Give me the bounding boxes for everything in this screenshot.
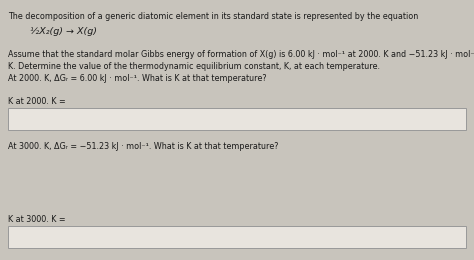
Text: The decomposition of a generic diatomic element in its standard state is represe: The decomposition of a generic diatomic … xyxy=(8,12,418,21)
Text: K at 2000. K =: K at 2000. K = xyxy=(8,97,66,106)
Text: At 3000. K, ΔGᵣ = −51.23 kJ · mol⁻¹. What is K at that temperature?: At 3000. K, ΔGᵣ = −51.23 kJ · mol⁻¹. Wha… xyxy=(8,142,279,151)
Text: At 2000. K, ΔGᵣ = 6.00 kJ · mol⁻¹. What is K at that temperature?: At 2000. K, ΔGᵣ = 6.00 kJ · mol⁻¹. What … xyxy=(8,74,266,83)
Text: Assume that the standard molar Gibbs energy of formation of X(g) is 6.00 kJ · mo: Assume that the standard molar Gibbs ene… xyxy=(8,50,474,59)
FancyBboxPatch shape xyxy=(8,108,466,130)
Text: ½X₂(g) → X(g): ½X₂(g) → X(g) xyxy=(30,27,97,36)
Text: K at 3000. K =: K at 3000. K = xyxy=(8,215,65,224)
FancyBboxPatch shape xyxy=(8,226,466,248)
Text: K. Determine the value of the thermodynamic equilibrium constant, K, at each tem: K. Determine the value of the thermodyna… xyxy=(8,62,380,71)
